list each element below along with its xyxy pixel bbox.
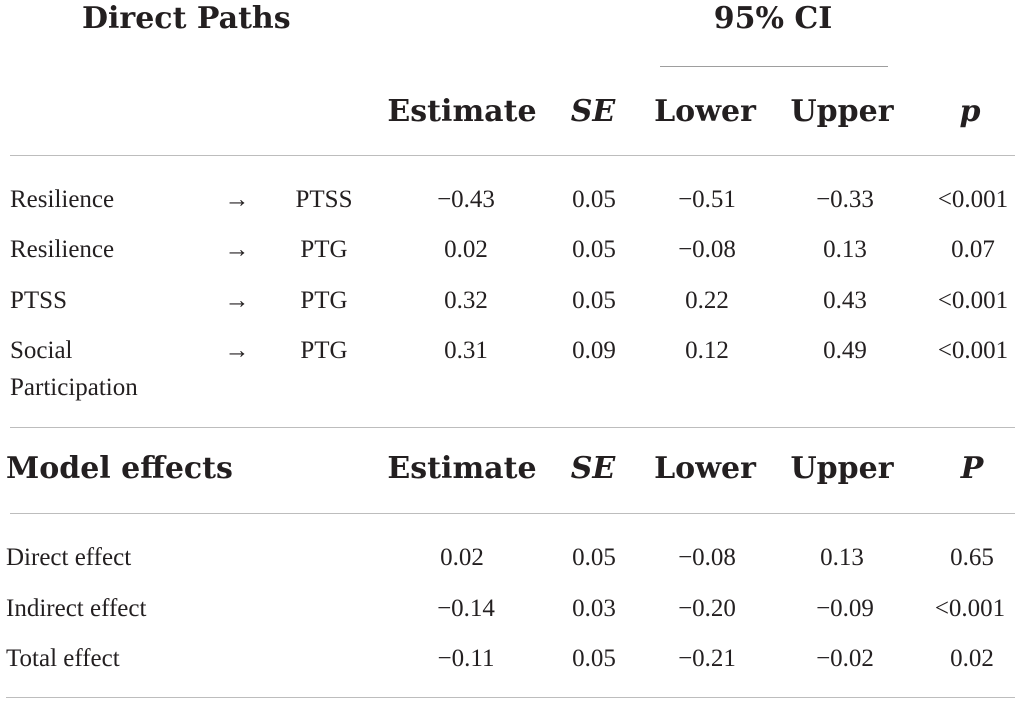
path-from: PTSS: [10, 287, 67, 314]
direct-paths-title: Direct Paths: [82, 1, 291, 36]
col-p-header: p: [959, 94, 981, 129]
path-to: PTSS: [295, 186, 353, 213]
path-from: Resilience: [10, 186, 115, 213]
col-lower-header: Lower: [654, 94, 756, 129]
estimate-cell: −0.43: [437, 186, 495, 213]
se-cell: 0.05: [572, 544, 616, 571]
upper-cell: 0.13: [820, 544, 864, 571]
arrow-icon: →: [224, 236, 250, 263]
upper-cell: −0.02: [816, 645, 874, 672]
p-cell: <0.001: [937, 186, 1009, 213]
estimate-cell: 0.32: [444, 287, 488, 314]
se-cell: 0.05: [572, 236, 616, 263]
p-cell: <0.001: [934, 595, 1006, 622]
lower-cell: 0.12: [685, 337, 729, 364]
col-p-header-2: P: [960, 451, 984, 486]
col-se-header-2: SE: [570, 451, 616, 486]
path-from: Resilience: [10, 236, 115, 263]
header-rule: [10, 155, 1015, 156]
p-cell: 0.02: [950, 645, 994, 672]
se-cell: 0.05: [572, 645, 616, 672]
col-upper-header-2: Upper: [790, 451, 894, 486]
effect-label: Indirect effect: [6, 595, 147, 622]
estimate-cell: −0.14: [437, 595, 495, 622]
col-estimate-header: Estimate: [387, 94, 537, 129]
header-rule-2: [10, 513, 1015, 514]
arrow-icon: →: [224, 186, 250, 213]
upper-cell: −0.09: [816, 595, 874, 622]
upper-cell: 0.43: [823, 287, 867, 314]
se-cell: 0.03: [572, 595, 616, 622]
p-cell: 0.07: [951, 236, 995, 263]
col-estimate-header-2: Estimate: [387, 451, 537, 486]
se-cell: 0.09: [572, 337, 616, 364]
se-cell: 0.05: [572, 186, 616, 213]
path-to: PTG: [300, 287, 348, 314]
path-from: Social: [10, 337, 73, 364]
ci-rule: [660, 66, 888, 67]
lower-cell: 0.22: [685, 287, 729, 314]
section-rule: [10, 427, 1015, 428]
lower-cell: −0.08: [678, 544, 736, 571]
estimate-cell: −0.11: [437, 645, 495, 672]
ci-label: 95% CI: [713, 1, 833, 36]
estimate-cell: 0.02: [440, 544, 484, 571]
estimate-cell: 0.02: [444, 236, 488, 263]
p-cell: <0.001: [937, 287, 1009, 314]
lower-cell: −0.20: [678, 595, 736, 622]
se-cell: 0.05: [572, 287, 616, 314]
lower-cell: −0.21: [678, 645, 736, 672]
p-cell: 0.65: [950, 544, 994, 571]
lower-cell: −0.08: [678, 236, 736, 263]
model-effects-title: Model effects: [6, 451, 233, 486]
col-se-header: SE: [570, 94, 616, 129]
effect-label: Direct effect: [6, 544, 132, 571]
upper-cell: 0.13: [823, 236, 867, 263]
lower-cell: −0.51: [678, 186, 736, 213]
upper-cell: 0.49: [823, 337, 867, 364]
col-lower-header-2: Lower: [654, 451, 756, 486]
arrow-icon: →: [224, 287, 250, 314]
bottom-rule: [6, 697, 1015, 698]
col-upper-header: Upper: [790, 94, 894, 129]
path-to: PTG: [300, 337, 348, 364]
p-cell: <0.001: [937, 337, 1009, 364]
effect-label: Total effect: [6, 645, 120, 672]
arrow-icon: →: [224, 337, 250, 364]
path-to: PTG: [300, 236, 348, 263]
upper-cell: −0.33: [816, 186, 874, 213]
estimate-cell: 0.31: [444, 337, 488, 364]
path-from-line2: Participation: [10, 374, 138, 401]
